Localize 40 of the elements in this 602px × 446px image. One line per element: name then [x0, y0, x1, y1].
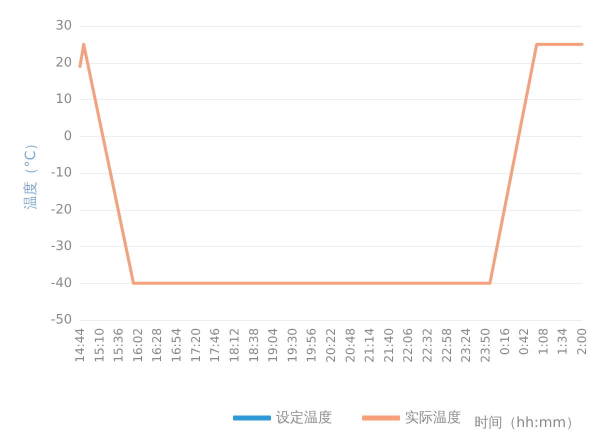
y-tick-label: -10: [50, 166, 72, 180]
legend-label: 设定温度: [276, 410, 332, 426]
x-tick-label: 15:10: [92, 328, 106, 363]
x-tick-label: 16:02: [130, 328, 145, 363]
y-tick-label: 20: [55, 55, 72, 70]
x-tick-label: 16:28: [150, 328, 164, 363]
x-tick-label: 0:42: [517, 328, 532, 355]
y-tick-label: -20: [50, 202, 72, 218]
x-tick-label: 23:50: [478, 328, 492, 363]
x-tick-label: 1:34: [556, 328, 570, 355]
x-tick-label: 14:44: [73, 328, 87, 363]
x-tick-label: 19:04: [266, 328, 280, 363]
x-tick-label: 22:32: [420, 328, 435, 363]
y-tick-label: 30: [55, 18, 72, 34]
x-tick-label: 20:48: [343, 328, 358, 363]
x-tick-label: 16:54: [170, 328, 184, 363]
y-tick-label: 0: [64, 128, 72, 144]
x-tick-label: 19:30: [285, 328, 300, 363]
x-tick-label: 18:12: [227, 328, 242, 363]
x-tick-label: 22:06: [401, 328, 416, 363]
x-tick-label: 20:22: [324, 328, 338, 363]
x-tick-label: 17:46: [208, 328, 222, 363]
x-tick-label: 2:00: [575, 328, 589, 355]
y-tick-label: -40: [50, 276, 72, 291]
y-tick-label: -30: [50, 239, 72, 254]
x-tick-label: 19:56: [304, 328, 319, 363]
x-tick-label: 0:16: [498, 328, 512, 355]
x-tick-label: 22:58: [440, 328, 454, 363]
x-tick-label: 18:38: [246, 328, 261, 363]
y-tick-label: 10: [55, 92, 72, 107]
y-tick-label: -50: [50, 312, 72, 328]
x-tick-label: 15:36: [112, 328, 126, 363]
x-tick-label: 21:40: [382, 328, 396, 363]
x-tick-label: 17:20: [188, 328, 203, 363]
x-axis-title: 时间（hh:mm）: [474, 415, 580, 431]
legend-label: 实际温度: [405, 410, 461, 426]
x-tick-label: 23:24: [459, 328, 474, 363]
y-axis-title: 温度（°C）: [23, 136, 39, 210]
x-tick-label: 21:14: [362, 328, 377, 363]
x-tick-label: 1:08: [536, 328, 550, 355]
